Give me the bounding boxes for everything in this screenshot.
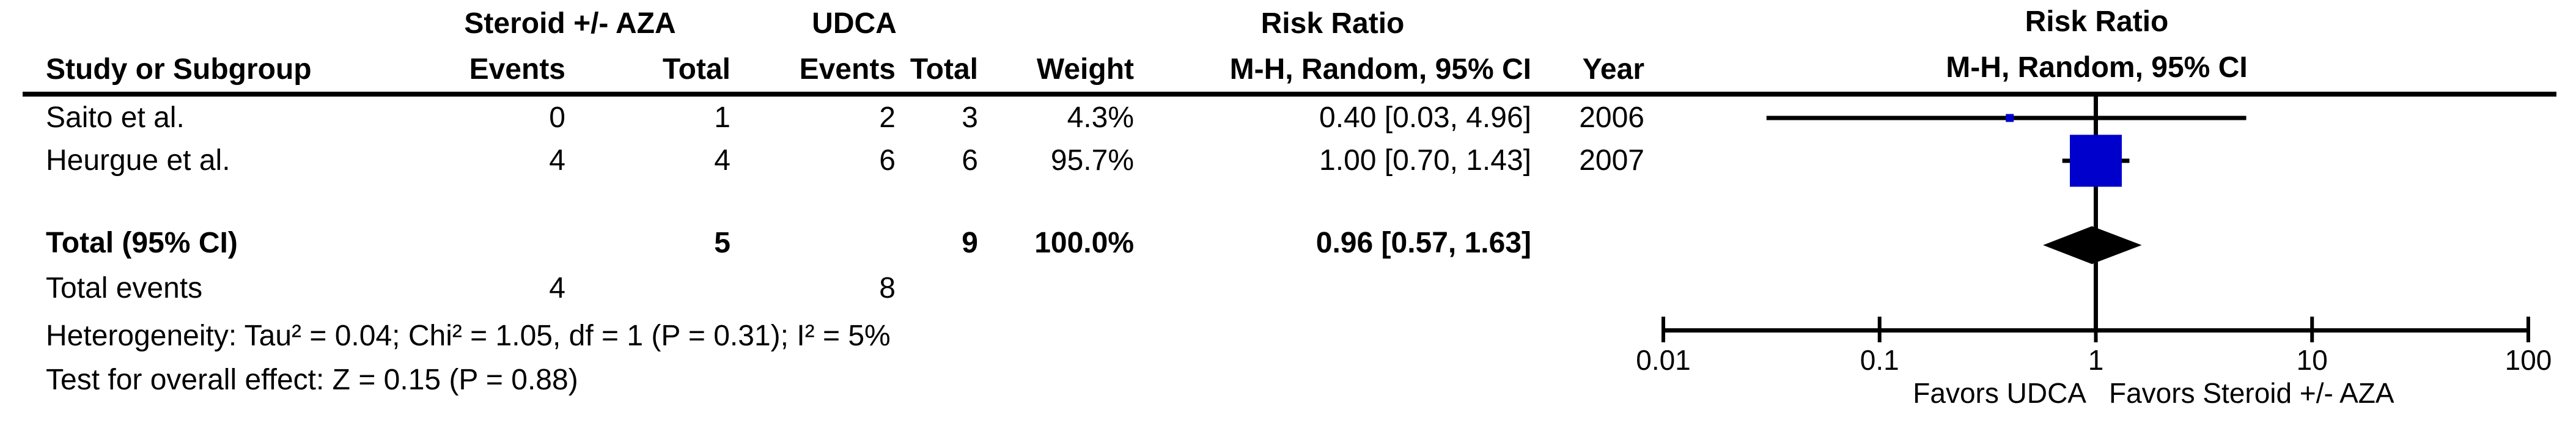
- col-header-total2: Total: [910, 53, 978, 86]
- study-weight: 95.7%: [1050, 144, 1134, 177]
- col-header-mh-ci: M-H, Random, 95% CI: [1229, 53, 1531, 86]
- total-events1: 4: [549, 272, 565, 304]
- study-total1: 1: [714, 101, 730, 134]
- study-total2: 6: [962, 144, 978, 177]
- blank-row: [46, 182, 1644, 223]
- study-ci-text: 1.00 [0.70, 1.43]: [1319, 144, 1531, 177]
- study-events2: 2: [879, 101, 896, 134]
- study-weight-marker: [2006, 114, 2014, 122]
- total-label: Total (95% CI): [46, 227, 238, 259]
- study-name: Heurgue et al.: [46, 144, 230, 177]
- risk-ratio-column-group-header: Risk Ratio: [1260, 7, 1405, 40]
- column-header-row: Study or Subgroup Events Total Events To…: [46, 44, 1644, 92]
- x-axis-tick: [2526, 317, 2530, 342]
- col-header-year: Year: [1582, 53, 1644, 86]
- col-header-study: Study or Subgroup: [46, 53, 312, 86]
- x-axis-tick: [1662, 317, 1665, 342]
- control-group-header: UDCA: [812, 7, 897, 40]
- study-name: Saito et al.: [46, 101, 185, 134]
- study-weight: 4.3%: [1067, 101, 1134, 134]
- col-header-events1: Events: [469, 53, 565, 86]
- study-total1: 4: [714, 144, 730, 177]
- total-weight: 100.0%: [1034, 227, 1134, 259]
- plot-header-title: Risk Ratio: [2025, 6, 2169, 38]
- study-events1: 4: [549, 144, 565, 177]
- total-events-label: Total events: [46, 272, 203, 304]
- heterogeneity-note: Heterogeneity: Tau² = 0.04; Chi² = 1.05,…: [46, 320, 891, 352]
- x-axis-tick: [2094, 317, 2098, 342]
- study-year: 2007: [1579, 144, 1644, 177]
- separator-spacer: [46, 92, 1644, 97]
- study-total2: 3: [962, 101, 978, 134]
- study-year: 2006: [1579, 101, 1644, 134]
- study-events2: 6: [879, 144, 896, 177]
- study-table: Steroid +/- AZA UDCA Risk Ratio Study or…: [46, 0, 1644, 401]
- x-axis-tick: [1877, 317, 1882, 342]
- header-separator-line: [23, 92, 2556, 97]
- total-row: Total (95% CI) 5 9 100.0% 0.96 [0.57, 1.…: [46, 223, 1644, 264]
- col-header-total1: Total: [662, 53, 730, 86]
- total-ci-text: 0.96 [0.57, 1.63]: [1316, 227, 1531, 259]
- table-row: Heurgue et al. 4 4 6 6 95.7% 1.00 [0.70,…: [46, 139, 1644, 182]
- total-total1: 5: [714, 227, 730, 259]
- total-events2: 8: [879, 272, 896, 304]
- table-row: Saito et al. 0 1 2 3 4.3% 0.40 [0.03, 4.…: [46, 97, 1644, 139]
- group-header-row: Steroid +/- AZA UDCA Risk Ratio: [46, 0, 1644, 44]
- study-events1: 0: [549, 101, 565, 134]
- col-header-events2: Events: [799, 53, 896, 86]
- total-events-row: Total events 4 8: [46, 264, 1644, 313]
- study-weight-marker: [2070, 134, 2122, 187]
- null-effect-line: [2094, 97, 2098, 333]
- overall-effect-note: Test for overall effect: Z = 0.15 (P = 0…: [46, 364, 578, 396]
- col-header-weight: Weight: [1036, 53, 1134, 86]
- summary-diamond: [2043, 226, 2142, 264]
- study-ci-text: 0.40 [0.03, 4.96]: [1319, 101, 1531, 134]
- total-total2: 9: [962, 227, 978, 259]
- x-axis-tick: [2310, 317, 2314, 342]
- plot-header-subtitle: M-H, Random, 95% CI: [1946, 51, 2248, 84]
- treatment-group-header: Steroid +/- AZA: [464, 7, 676, 40]
